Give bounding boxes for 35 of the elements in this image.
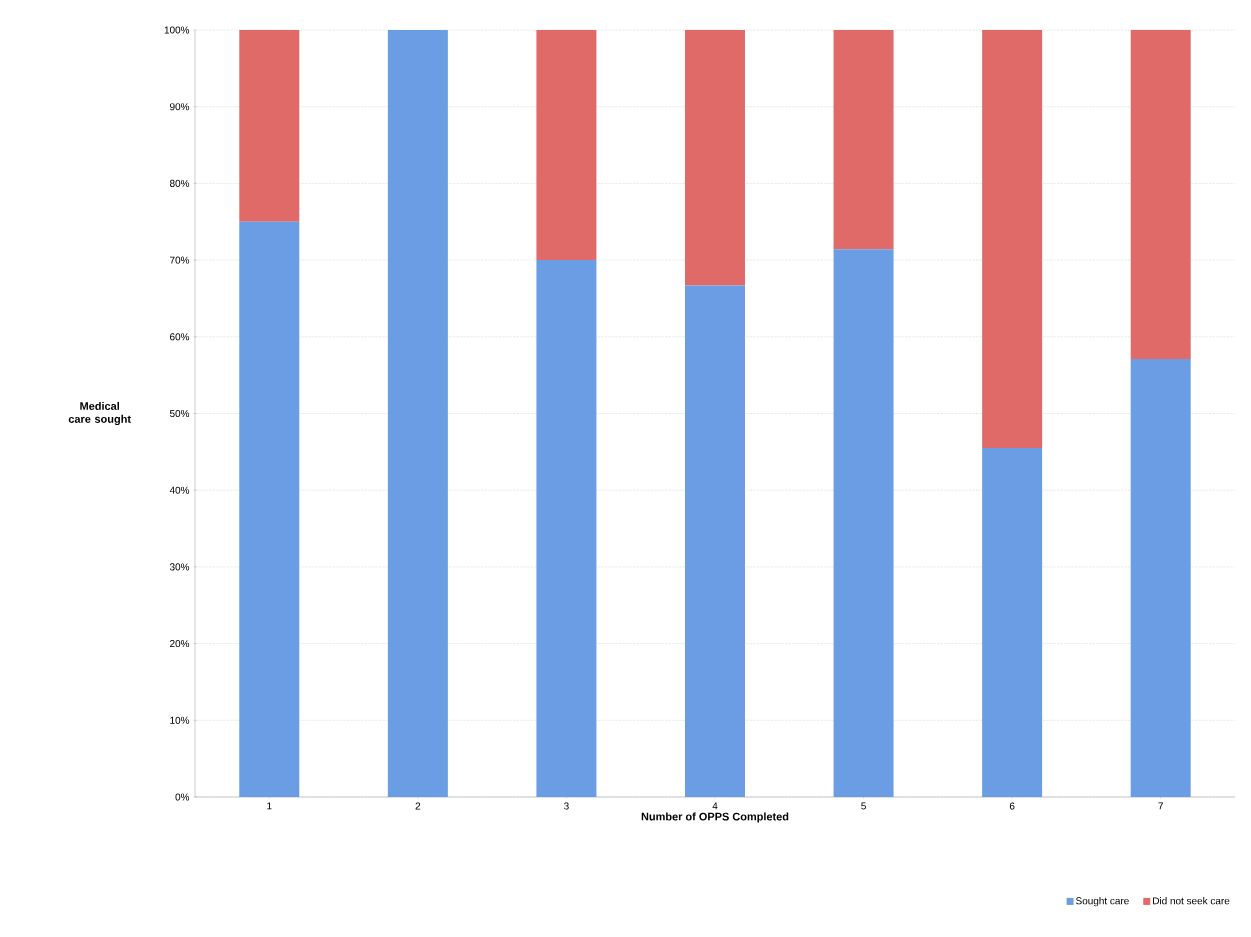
- bar: [684, 29, 745, 286]
- y-tick-label: 100%: [164, 26, 190, 34]
- bar: [982, 29, 1043, 449]
- bar: [239, 29, 300, 222]
- bar: [833, 29, 894, 250]
- y-tick-label: 60%: [170, 333, 190, 341]
- bar: [536, 29, 597, 261]
- bar: [536, 260, 597, 797]
- y-tick-label: 40%: [169, 486, 190, 494]
- x-tick-label: 5: [861, 802, 866, 810]
- bar: [387, 29, 448, 797]
- bar: [239, 221, 300, 797]
- y-axis-title: Medical care sought: [68, 401, 131, 426]
- bar: [1130, 359, 1191, 797]
- bar: [833, 249, 894, 797]
- legend-label: Sought care: [1076, 897, 1129, 907]
- x-tick-label: 7: [1158, 802, 1163, 810]
- y-tick-label: 0%: [175, 793, 190, 801]
- y-tick-label: 90%: [170, 103, 190, 111]
- x-axis-title: Number of OPPS Completed: [641, 812, 789, 823]
- bar: [982, 448, 1043, 797]
- y-tick-label: 10%: [170, 716, 190, 724]
- x-tick-label: 6: [1009, 802, 1015, 810]
- x-tick-label: 1: [267, 802, 272, 810]
- y-tick-label: 80%: [169, 179, 190, 187]
- bar: [1130, 29, 1191, 360]
- x-tick-label: 2: [415, 802, 421, 810]
- y-tick-label: 20%: [170, 640, 190, 648]
- y-tick-label: 50%: [169, 409, 190, 418]
- x-tick-label: 4: [712, 802, 718, 810]
- legend-label: Did not seek care: [1153, 897, 1230, 905]
- x-tick-label: 3: [564, 802, 569, 810]
- bar: [684, 285, 745, 797]
- y-tick-label: 30%: [169, 563, 190, 571]
- y-tick-label: 70%: [170, 256, 190, 264]
